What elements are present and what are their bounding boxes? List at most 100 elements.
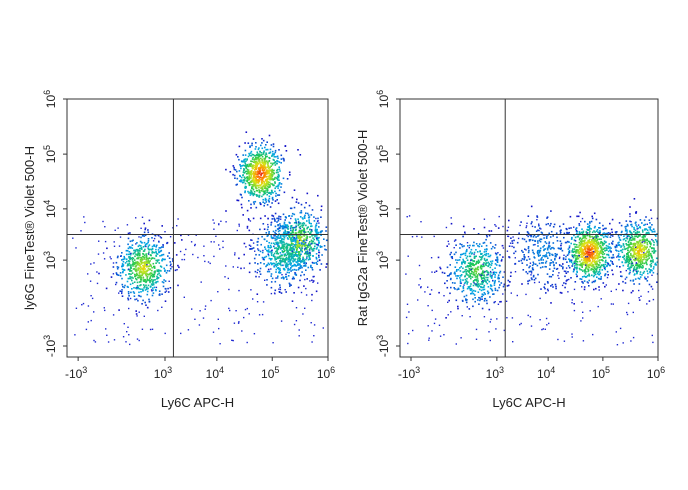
event-dot <box>245 246 247 248</box>
event-dot <box>575 252 577 254</box>
event-dot <box>126 285 129 288</box>
event-dot <box>249 191 252 193</box>
event-dot <box>509 242 512 244</box>
event-dot <box>491 274 493 277</box>
event-dot <box>249 171 252 173</box>
event-dot <box>532 239 534 242</box>
event-dot <box>643 235 646 237</box>
event-dot <box>234 177 236 179</box>
event-dot <box>475 280 478 282</box>
event-dot <box>150 265 152 267</box>
event-dot <box>303 262 305 264</box>
event-dot <box>482 270 484 272</box>
event-dot <box>604 261 607 263</box>
event-dot <box>641 236 644 238</box>
event-dot <box>537 253 540 256</box>
event-dot <box>529 316 532 318</box>
event-dot <box>584 248 587 251</box>
event-dot <box>552 270 554 272</box>
event-dot <box>309 247 311 250</box>
event-dot <box>468 265 470 267</box>
event-dot <box>142 255 144 258</box>
event-dot <box>255 142 257 144</box>
event-dot <box>645 262 648 264</box>
event-dot <box>502 285 505 288</box>
event-dot <box>475 249 477 251</box>
event-dot <box>271 263 273 266</box>
event-dot <box>285 264 287 267</box>
event-dot <box>484 270 486 273</box>
event-dot <box>142 246 145 248</box>
event-dot <box>262 198 264 201</box>
event-dot <box>638 260 641 262</box>
event-dot <box>131 279 133 282</box>
event-dot <box>281 242 283 245</box>
event-dot <box>489 274 492 276</box>
event-dot <box>611 243 614 245</box>
event-dot <box>466 306 468 308</box>
event-dot <box>646 251 648 253</box>
event-dot <box>578 254 580 257</box>
event-dot <box>565 272 568 274</box>
event-dot <box>263 159 266 162</box>
event-dot <box>558 257 561 260</box>
event-dot <box>307 266 310 269</box>
event-dot <box>286 271 289 274</box>
event-dot <box>280 158 283 160</box>
event-dot <box>480 273 483 275</box>
event-dot <box>266 189 269 192</box>
event-dot <box>531 221 533 223</box>
event-dot <box>456 288 458 291</box>
event-dot <box>477 262 480 264</box>
event-dot <box>309 228 311 231</box>
event-dot <box>134 255 136 258</box>
event-dot <box>536 252 539 254</box>
event-dot <box>634 258 637 261</box>
event-dot <box>593 252 595 255</box>
event-dot <box>531 267 534 269</box>
event-dot <box>97 253 100 255</box>
event-dot <box>461 299 464 302</box>
event-dot <box>531 278 533 281</box>
event-dot <box>514 250 517 253</box>
event-dot <box>261 188 263 190</box>
event-dot <box>249 192 252 194</box>
event-dot <box>236 199 238 202</box>
event-dot <box>320 234 322 236</box>
event-dot <box>647 291 650 293</box>
event-dot <box>315 256 318 259</box>
event-dot <box>584 272 587 275</box>
event-dot <box>447 314 449 316</box>
event-dot <box>288 254 290 257</box>
event-dot <box>289 268 292 270</box>
event-dot <box>521 249 523 252</box>
event-dot <box>154 281 157 284</box>
event-dot <box>592 268 595 271</box>
event-dot <box>315 217 317 220</box>
event-dot <box>317 243 319 246</box>
event-dot <box>258 254 261 256</box>
event-dot <box>242 171 245 173</box>
event-dot <box>137 257 139 260</box>
event-dot <box>595 230 598 232</box>
event-dot <box>460 274 463 276</box>
event-dot <box>144 273 147 276</box>
event-dot <box>467 245 469 247</box>
event-dot <box>178 266 180 269</box>
event-dot <box>203 255 205 257</box>
event-dot <box>606 236 609 238</box>
event-dot <box>303 215 306 218</box>
event-dot <box>144 270 146 273</box>
event-dot <box>284 243 286 245</box>
event-dot <box>493 282 496 284</box>
event-dot <box>264 256 266 259</box>
event-dot <box>222 246 224 249</box>
event-dot <box>424 291 426 293</box>
event-dot <box>135 310 137 312</box>
event-dot <box>316 228 318 231</box>
event-dot <box>128 307 130 310</box>
event-dot <box>90 319 92 322</box>
event-dot <box>477 233 480 235</box>
event-dot <box>289 236 291 238</box>
event-dot <box>256 161 259 164</box>
